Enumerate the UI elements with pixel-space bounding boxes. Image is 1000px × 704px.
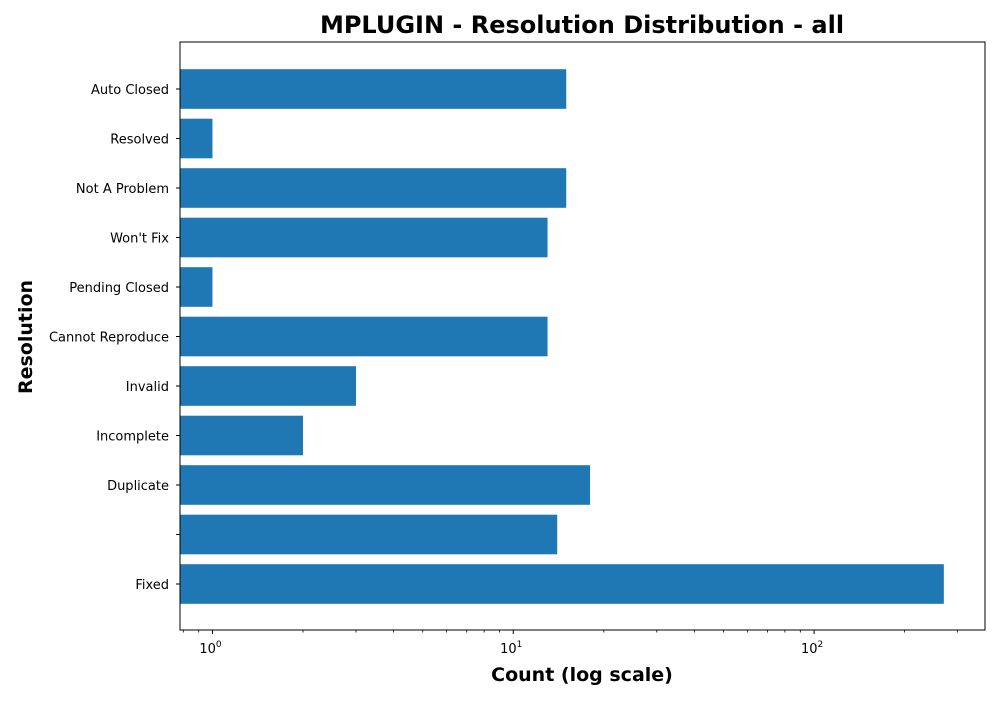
x-tick-label: 101 [500, 640, 522, 657]
y-axis-label: Resolution [15, 280, 37, 394]
bar [180, 415, 304, 456]
bar [180, 168, 567, 208]
bar [180, 366, 356, 406]
plot-frame [179, 41, 986, 631]
y-tick-label: Cannot Reproduce [49, 331, 169, 346]
y-tick-label: Duplicate [107, 479, 169, 494]
x-tick-exponent: 0 [216, 640, 222, 650]
x-tick-label: 100 [199, 640, 222, 657]
x-tick-base: 10 [199, 642, 216, 657]
x-tick-base: 10 [500, 642, 517, 657]
bar [180, 267, 213, 307]
x-axis-label: Count (log scale) [491, 664, 673, 686]
plot-area: Fixed Duplicate Incomplete Invalid Cannot Re… [49, 69, 959, 657]
y-tick-label: Pending Closed [69, 281, 169, 296]
y-tick-label: Not A Problem [76, 182, 169, 197]
y-tick-label: Fixed [135, 578, 169, 593]
chart-title: MPLUGIN - Resolution Distribution - all [320, 11, 844, 39]
y-tick-label: Won't Fix [110, 232, 169, 247]
bar [180, 465, 591, 505]
x-tick-exponent: 1 [517, 640, 523, 650]
x-tick-base: 10 [801, 642, 818, 657]
bar [180, 564, 944, 604]
y-tick-label: Incomplete [96, 430, 169, 445]
x-tick-exponent: 2 [817, 640, 823, 650]
bar [180, 316, 548, 357]
bar [180, 69, 567, 109]
bar [180, 118, 213, 159]
bar [180, 514, 558, 555]
y-tick-label: Invalid [126, 380, 169, 395]
y-tick-label: Auto Closed [91, 83, 169, 98]
x-tick-label: 102 [801, 640, 823, 657]
y-tick-label: Resolved [110, 133, 169, 148]
bar [180, 217, 548, 258]
